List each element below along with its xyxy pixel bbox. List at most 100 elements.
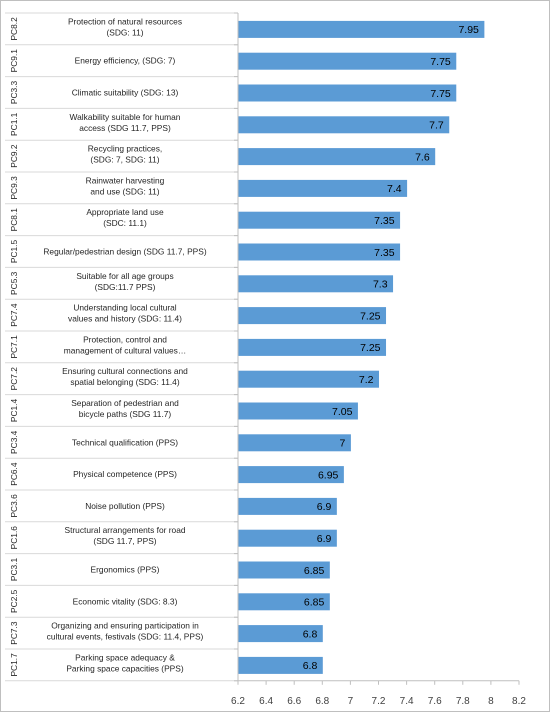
bar xyxy=(238,370,379,388)
x-tick-label: 7 xyxy=(348,696,354,707)
category-label-line: Recycling practices, xyxy=(88,144,162,154)
data-label: 7.4 xyxy=(387,183,402,195)
x-tick-label: 8.2 xyxy=(512,696,526,707)
category-label-line: Technical qualification (PPS) xyxy=(72,437,178,447)
category-label-line: management of cultural values… xyxy=(64,345,186,355)
x-tick-label: 6.6 xyxy=(287,696,301,707)
x-tick-label: 6.4 xyxy=(259,696,273,707)
x-tick-label: 7.2 xyxy=(372,696,386,707)
category-code: PC8.2 xyxy=(9,17,19,41)
category-label-line: (SDG 11.7, PPS) xyxy=(93,536,156,546)
category-label-line: (SDG: 7, SDG: 11) xyxy=(90,155,159,165)
x-tick-label: 6.2 xyxy=(231,696,245,707)
bar xyxy=(238,466,344,484)
category-label-line: Parking space adequacy & xyxy=(75,652,175,662)
x-tick-label: 6.8 xyxy=(315,696,329,707)
category-code: PC9.3 xyxy=(9,176,19,200)
data-label: 7.2 xyxy=(359,374,374,386)
category-label-line: cultural events, festivals (SDG: 11.4, P… xyxy=(47,632,204,642)
bar xyxy=(238,497,337,515)
data-label: 7.95 xyxy=(458,24,479,36)
category-code: PC9.1 xyxy=(9,49,19,73)
data-label: 7.6 xyxy=(415,151,430,163)
category-code: PC3.4 xyxy=(9,430,19,454)
bar xyxy=(238,20,485,38)
category-label-line: Economic vitality (SDG: 8.3) xyxy=(73,596,178,606)
data-label: 7.25 xyxy=(360,342,381,354)
category-code: PC1.7 xyxy=(9,653,19,677)
data-label: 6.8 xyxy=(303,660,318,672)
category-label-line: Understanding local cultural xyxy=(73,303,176,313)
data-label: 6.85 xyxy=(304,597,325,609)
data-label: 7.7 xyxy=(429,120,444,132)
category-code: PC5.3 xyxy=(9,271,19,295)
bar xyxy=(238,593,330,611)
x-tick-label: 7.8 xyxy=(456,696,470,707)
category-label-line: (SDC: 11.1) xyxy=(103,218,147,228)
bar xyxy=(238,529,337,547)
category-label-line: Regular/pedestrian design (SDG 11.7, PPS… xyxy=(43,247,206,257)
data-label: 7.3 xyxy=(373,279,388,291)
category-labels: Protection of natural resources(SDG: 11)… xyxy=(43,16,206,673)
data-label: 7.75 xyxy=(430,88,451,100)
category-label-line: bicycle paths (SDG 11.7) xyxy=(79,409,172,419)
data-label: 6.85 xyxy=(304,565,325,577)
category-code: PC1.4 xyxy=(9,399,19,423)
category-codes: PC8.2 PC9.1 PC3.3 PC1.1 PC9.2 PC9.3 PC8.1 PC1.5… xyxy=(9,17,19,677)
category-label-line: Climatic suitability (SDG: 13) xyxy=(72,88,179,98)
category-label-line: Walkability suitable for human xyxy=(70,112,181,122)
x-axis: 6.2 6.4 6.6 6.8 7 7.2 7.4 7.6 7.8 8 8.2 xyxy=(231,12,526,707)
category-code: PC7.4 xyxy=(9,303,19,327)
category-code: PC2.5 xyxy=(9,589,19,613)
data-label: 6.9 xyxy=(317,501,332,513)
bar xyxy=(238,275,394,293)
data-labels: 7.95 7.75 7.75 7.7 7.6 7.4 7.35 7.35 7.3 7.25 7.25… xyxy=(303,24,479,672)
category-label-line: Energy efficiency, (SDG: 7) xyxy=(75,56,176,66)
category-label-line: spatial belonging (SDG: 11.4) xyxy=(70,377,179,387)
data-label: 7.35 xyxy=(374,247,395,259)
category-label-line: Physical competence (PPS) xyxy=(73,469,177,479)
category-code: PC6.4 xyxy=(9,462,19,486)
data-label: 7.75 xyxy=(430,56,451,68)
data-label: 7 xyxy=(340,438,346,450)
category-label-line: Organizing and ensuring participation in xyxy=(51,621,199,631)
bar xyxy=(238,84,457,102)
category-label-line: Structural arrangements for road xyxy=(64,525,185,535)
data-label: 6.8 xyxy=(303,628,318,640)
category-label-line: Noise pollution (PPS) xyxy=(85,501,165,511)
bar xyxy=(238,338,387,356)
bar xyxy=(238,148,436,166)
category-label-line: (SDG:11.7 PPS) xyxy=(95,282,156,292)
bar xyxy=(238,52,457,70)
category-label-line: Appropriate land use xyxy=(86,207,164,217)
data-label: 6.9 xyxy=(317,533,332,545)
category-label-line: Separation of pedestrian and xyxy=(71,398,179,408)
category-label-line: access (SDG 11.7, PPS) xyxy=(79,123,171,133)
category-code: PC7.1 xyxy=(9,335,19,359)
bar xyxy=(238,561,330,579)
category-label-line: Ergonomics (PPS) xyxy=(91,565,160,575)
bar xyxy=(238,402,358,420)
category-code: PC3.6 xyxy=(9,494,19,518)
bar xyxy=(238,179,408,197)
category-label-line: values and history (SDG: 11.4) xyxy=(68,314,182,324)
category-label-line: Suitable for all age groups xyxy=(76,271,173,281)
category-label-line: Protection, control and xyxy=(83,334,167,344)
category-code: PC1.5 xyxy=(9,240,19,264)
data-label: 7.35 xyxy=(374,215,395,227)
bar xyxy=(238,116,450,134)
x-tick-label: 8 xyxy=(488,696,494,707)
category-label-line: Ensuring cultural connections and xyxy=(62,366,188,376)
category-label-line: and use (SDG: 11) xyxy=(90,186,159,196)
data-label: 7.05 xyxy=(332,406,353,418)
data-label: 6.95 xyxy=(318,469,339,481)
category-code: PC9.2 xyxy=(9,144,19,168)
category-code: PC7.3 xyxy=(9,621,19,645)
category-code: PC7.2 xyxy=(9,367,19,391)
category-code: PC8.1 xyxy=(9,208,19,232)
row-separators xyxy=(5,12,238,682)
bars xyxy=(238,20,485,674)
x-tick-label: 7.6 xyxy=(428,696,442,707)
